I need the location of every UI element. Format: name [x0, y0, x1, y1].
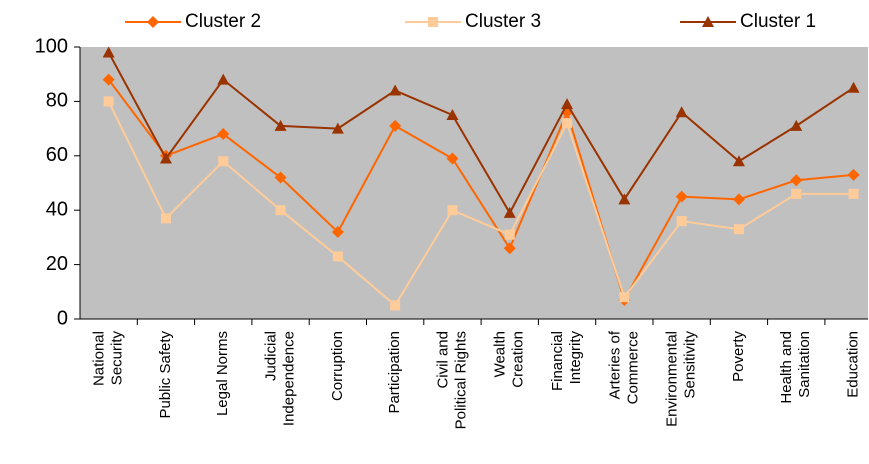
legend-label: Cluster 1: [740, 11, 816, 32]
x-tick-label: Wealth: [492, 331, 509, 377]
marker: [847, 81, 860, 93]
y-tick-label: 80: [46, 90, 68, 112]
series-line: [107, 51, 855, 215]
marker: [790, 119, 803, 131]
x-tick-label: Political Rights: [452, 331, 469, 429]
marker: [389, 119, 402, 132]
marker: [217, 73, 230, 85]
x-tick-label: Public Safety: [157, 331, 174, 419]
marker: [733, 224, 744, 235]
x-tick-label: Environmental: [664, 331, 681, 427]
marker: [274, 119, 287, 131]
marker: [618, 193, 631, 205]
marker: [675, 190, 688, 203]
marker: [447, 205, 458, 216]
y-tick-label: 20: [46, 253, 68, 275]
x-tick-label: Legal Norms: [214, 331, 231, 416]
x-tick-label: Creation: [510, 331, 527, 388]
x-tick-label: Health and: [778, 331, 795, 404]
marker: [561, 98, 574, 110]
x-tick-label: Participation: [386, 331, 403, 414]
series-line: [107, 79, 854, 303]
marker: [428, 17, 438, 27]
x-tick-label: Financial: [549, 331, 566, 391]
marker: [562, 118, 573, 129]
marker: [847, 168, 860, 181]
x-tick-label: Education: [845, 331, 862, 398]
marker: [275, 205, 286, 216]
marker: [732, 155, 745, 167]
x-tick-label: Commerce: [624, 331, 641, 404]
x-tick-label: Security: [109, 331, 126, 386]
marker: [504, 229, 515, 240]
marker: [732, 193, 745, 206]
marker: [331, 225, 344, 238]
legend-label: Cluster 3: [465, 11, 541, 32]
marker: [503, 206, 516, 218]
marker: [159, 152, 172, 164]
x-tick-label: Arteries of: [606, 330, 623, 399]
marker: [848, 188, 859, 199]
marker: [675, 106, 688, 118]
x-tick-label: Integrity: [567, 331, 584, 385]
marker: [791, 188, 802, 199]
marker: [390, 300, 401, 311]
x-tick-label: National: [91, 331, 108, 386]
y-tick-label: 100: [35, 35, 68, 57]
x-tick-label: Judicial: [263, 331, 280, 381]
marker: [274, 171, 287, 184]
marker: [102, 73, 115, 86]
marker: [217, 128, 230, 141]
marker: [332, 251, 343, 262]
y-tick-label: 60: [46, 144, 68, 166]
marker: [503, 242, 516, 255]
plot-area: [80, 47, 868, 319]
legend-label: Cluster 2: [185, 11, 261, 32]
marker: [619, 292, 630, 303]
x-tick-label: Civil and: [434, 331, 451, 389]
marker: [389, 84, 402, 96]
y-tick-label: 40: [46, 198, 68, 220]
marker: [446, 109, 459, 120]
y-tick-label: 0: [57, 307, 68, 329]
x-tick-label: Sanitation: [796, 331, 813, 398]
marker: [331, 122, 344, 134]
marker: [218, 156, 229, 167]
x-tick-label: Corruption: [329, 331, 346, 401]
marker: [160, 213, 171, 224]
marker: [147, 16, 159, 28]
x-tick-label: Sensitivity: [682, 331, 699, 399]
series-line: [107, 100, 854, 307]
marker: [790, 174, 803, 187]
marker: [702, 16, 714, 27]
marker: [102, 46, 115, 58]
marker: [676, 216, 687, 227]
x-tick-label: Independence: [281, 331, 298, 426]
marker: [446, 152, 459, 165]
marker: [103, 96, 114, 107]
x-tick-label: Poverty: [730, 331, 747, 382]
